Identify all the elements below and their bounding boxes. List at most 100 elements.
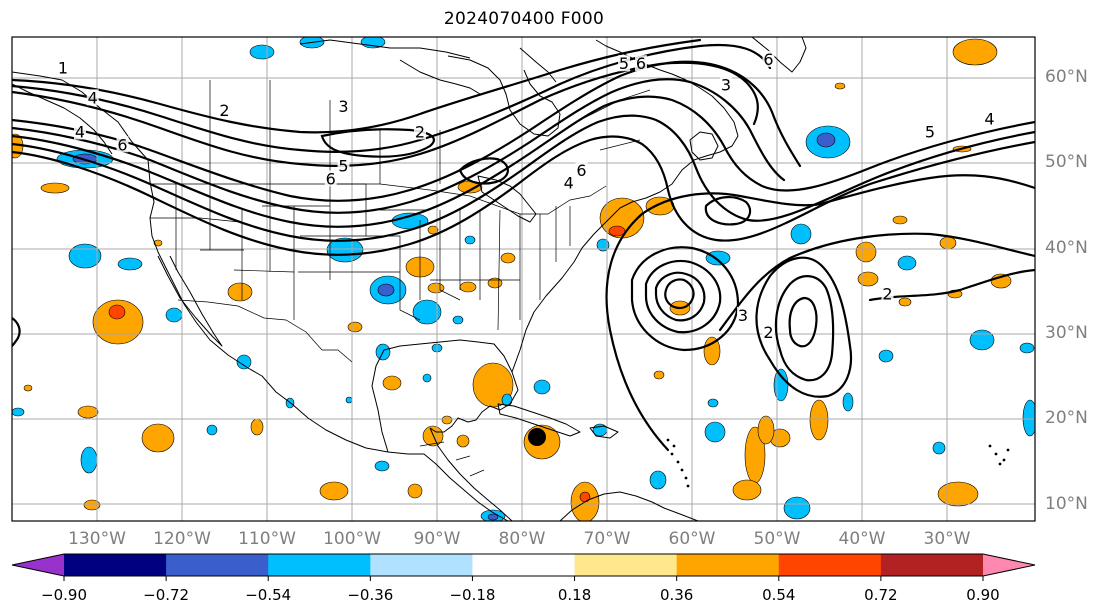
coastline-canadian-archipelago (399, 47, 557, 95)
contour-label: 6 (636, 54, 646, 73)
colorbar-segment (778, 554, 882, 576)
coastline-florida-east (511, 39, 739, 373)
coastline-newfoundland (689, 131, 719, 161)
contour-label: 4 (984, 110, 994, 129)
longitude-label: 110°W (238, 529, 296, 549)
longitude-label: 100°W (323, 529, 381, 549)
longitude-label: 40°W (838, 529, 886, 549)
contour-label: 3 (738, 306, 748, 325)
colorbar-segment (268, 554, 371, 576)
border-us-mexico (177, 299, 353, 363)
longitude-label: 80°W (498, 529, 546, 549)
colorbar-segment (166, 554, 269, 576)
island-dots (666, 438, 1010, 488)
contour-label-bg (762, 50, 775, 67)
contour-label-bg (562, 174, 575, 191)
colorbar-tick-label: −0.36 (347, 586, 394, 604)
coastline-central-america (429, 427, 513, 521)
contour-label-bg (737, 306, 749, 323)
contour-label-bg (218, 102, 231, 119)
border-us-canada (150, 183, 607, 215)
political-borders (150, 80, 651, 477)
colorbar (11, 553, 1036, 581)
contour-label: 1 (58, 58, 68, 77)
coastline-north-america-west (12, 71, 509, 521)
colorbar-segment (574, 554, 678, 576)
storm-position-marker (528, 428, 546, 446)
contour-label-bg (720, 76, 732, 93)
latitude-label: 30°N (1045, 322, 1088, 343)
graticule (12, 37, 1035, 521)
contour-label-bg (74, 123, 86, 140)
map-title: 2024070400 F000 (443, 9, 605, 29)
colorbar-segment (880, 554, 984, 576)
longitude-label: 90°W (413, 529, 461, 549)
contour-label: 6 (326, 169, 336, 188)
coastline-cuba (497, 403, 581, 437)
contour-label: 6 (763, 50, 773, 69)
coastline-gulf-of-mexico (371, 339, 519, 453)
contour-label-bg (881, 285, 894, 302)
central-america-borders (419, 441, 485, 477)
contour-label-bg (635, 55, 647, 72)
colorbar-segment (472, 554, 576, 576)
colorbar-segment (64, 554, 167, 576)
contour-label: 2 (219, 101, 229, 120)
coastline-great-lakes (477, 175, 537, 223)
colorbar-segment (676, 554, 780, 576)
latitude-label: 20°N (1045, 408, 1088, 429)
latitude-label: 40°N (1045, 237, 1088, 258)
contour-label-bg (983, 110, 996, 127)
contour-label: 5 (338, 157, 348, 176)
longitude-label: 70°W (583, 529, 631, 549)
latitude-label: 50°N (1045, 152, 1088, 173)
latitude-label: 60°N (1045, 67, 1088, 87)
contour-label-bg (414, 123, 426, 140)
map-frame (11, 36, 1036, 522)
colorbar-tick-label: −0.72 (143, 586, 190, 604)
contour-label-bg (116, 136, 129, 153)
contour-label: 3 (338, 97, 348, 116)
longitude-label: 30°W (923, 529, 971, 549)
colorbar-tick-label: 0.90 (966, 586, 1000, 604)
colorbar-tick-label: 0.36 (659, 586, 694, 604)
contour-label-bg (762, 323, 775, 340)
contour-label: 4 (75, 122, 85, 141)
coastline-hispaniola (589, 425, 619, 439)
contour-label-bg (57, 59, 69, 76)
colorbar-tick-label: −0.18 (449, 586, 496, 604)
longitude-label: 60°W (668, 529, 716, 549)
contour-label: 3 (721, 76, 731, 95)
contour-label: 4 (564, 174, 574, 193)
colorbar-tick-label: 0.72 (864, 586, 898, 604)
coastline-south-america (559, 491, 699, 521)
geopotential-contours (12, 38, 1035, 452)
contour-label: 6 (576, 161, 586, 180)
contour-label-bg (86, 89, 99, 106)
contour-label-bg (618, 55, 630, 72)
colorbar-tick-label: −0.54 (245, 586, 292, 604)
state-borders-west (150, 184, 366, 320)
contour-label: 2 (415, 122, 425, 141)
contour-label: 2 (763, 323, 773, 342)
contour-label: 5 (619, 54, 629, 73)
contour-label: 6 (117, 135, 127, 154)
colorbar-tick-label: −0.90 (41, 586, 87, 604)
contour-label-bg (575, 161, 588, 178)
coastline-alaska (12, 83, 113, 155)
latitude-label: 10°N (1045, 493, 1088, 514)
contour-label: 4 (88, 88, 98, 107)
longitude-label: 50°W (753, 529, 801, 549)
contour-label-bg (337, 97, 350, 114)
colorbar-tick-label: 0.54 (762, 586, 796, 604)
colorbar-extend-low (12, 554, 64, 576)
longitude-label: 120°W (153, 529, 211, 549)
contour-label-bg (324, 170, 337, 187)
contour-label: 5 (925, 122, 935, 141)
longitude-label: 130°W (68, 529, 126, 549)
colorbar-tick-label: 0.18 (557, 586, 592, 604)
colorbar-segment (370, 554, 473, 576)
colorbar-extend-high (983, 554, 1035, 576)
